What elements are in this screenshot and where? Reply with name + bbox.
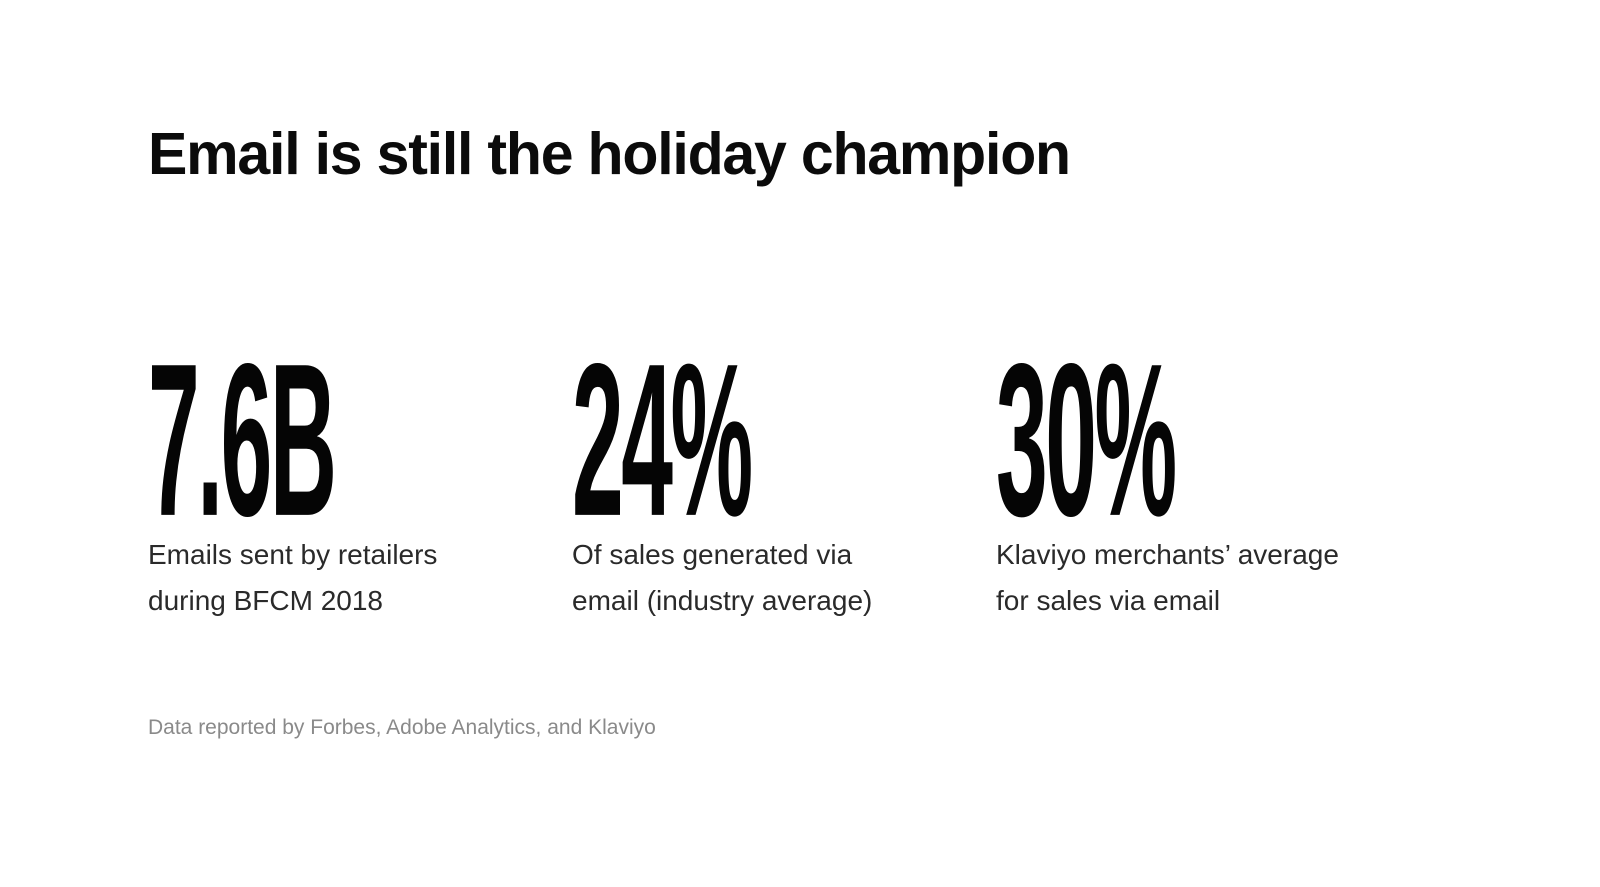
stat-emails-sent: 7.6B Emails sent by retailers during BFC… [148,280,548,616]
stat-value: 7.6B [148,317,337,562]
stat-value: 24% [572,317,753,562]
stat-label-line: Of sales generated via [572,539,853,570]
stat-label-line: during BFCM 2018 [148,585,384,616]
stat-label-line: for sales via email [996,585,1221,616]
source-note: Data reported by Forbes, Adobe Analytics… [148,716,656,739]
stat-label-line: email (industry average) [572,585,873,616]
stat-label: Klaviyo merchants’ average for sales via… [996,532,1416,624]
slide-title: Email is still the holiday champion [148,121,1071,187]
stat-klaviyo-average: 30% Klaviyo merchants’ average for sales… [996,280,1396,616]
stat-label-line: Klaviyo merchants’ average [996,539,1339,570]
stat-label-line: Emails sent by retailers [148,539,438,570]
stat-value: 30% [996,317,1177,562]
stat-label: Emails sent by retailers during BFCM 201… [148,532,568,624]
stat-industry-average: 24% Of sales generated via email (indust… [572,280,972,616]
stat-label: Of sales generated via email (industry a… [572,532,992,624]
